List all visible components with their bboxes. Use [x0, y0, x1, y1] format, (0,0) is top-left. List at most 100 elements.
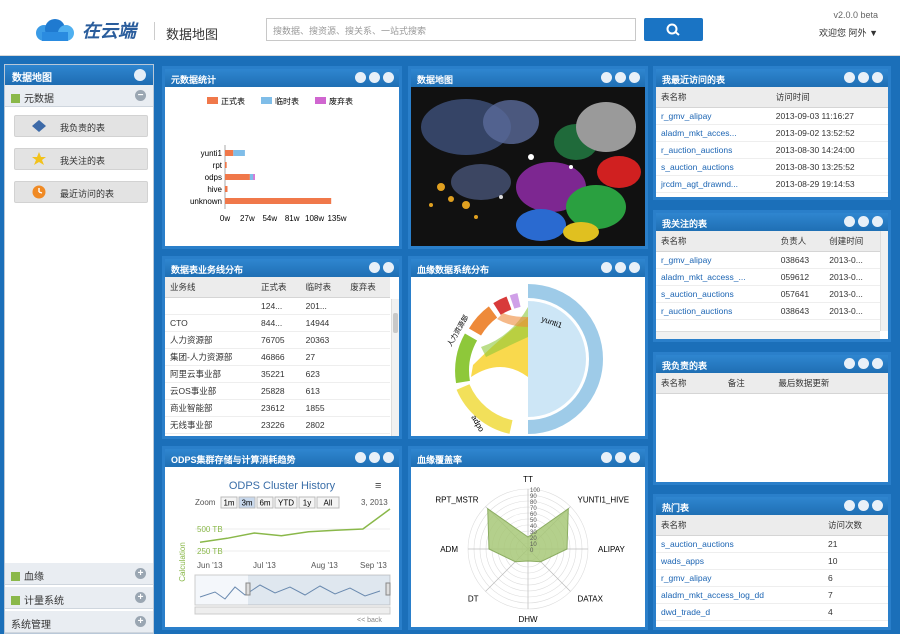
- column-header[interactable]: 废弃表: [345, 277, 390, 298]
- menu-icon[interactable]: ≡: [375, 480, 381, 492]
- minus-icon[interactable]: −: [135, 90, 146, 101]
- collapse-icon[interactable]: [134, 69, 146, 81]
- settings-icon[interactable]: [858, 358, 869, 369]
- collapse-icon[interactable]: [601, 452, 612, 463]
- navigator-area[interactable]: [194, 574, 391, 606]
- table-link[interactable]: r_auction_auctions: [656, 302, 776, 320]
- chord-diagram[interactable]: yunti1 adpo 人力资源部: [411, 277, 645, 436]
- table-row[interactable]: r_gmv_alipay 6: [656, 569, 888, 587]
- horizontal-scrollbar[interactable]: [656, 331, 880, 339]
- table-row[interactable]: dwd_trade_d 4: [656, 603, 888, 621]
- zoom-button[interactable]: [316, 496, 340, 509]
- table-link[interactable]: aladm_mkt_access_...: [656, 268, 776, 286]
- user-menu[interactable]: 欢迎您 阿外 ▼: [790, 26, 878, 39]
- navigator-handle-left[interactable]: [245, 582, 251, 596]
- settings-icon[interactable]: [615, 72, 626, 83]
- bar[interactable]: [225, 162, 227, 168]
- collapse-icon[interactable]: [355, 72, 366, 83]
- navigator-selection[interactable]: [248, 575, 390, 605]
- settings-icon[interactable]: [369, 452, 380, 463]
- table-row[interactable]: s_auction_auctions 21: [656, 535, 888, 553]
- radar-series-area[interactable]: [487, 507, 569, 563]
- sidebar-section-admin[interactable]: 系统管理 +: [5, 611, 153, 633]
- column-header[interactable]: 业务线: [165, 277, 256, 298]
- table-link[interactable]: dwd_trade_d: [656, 603, 823, 621]
- table-row[interactable]: s_auction_auctions 057641 2013-0...: [656, 285, 880, 303]
- table-row[interactable]: aladm_mkt_access_... 059612 2013-0...: [656, 268, 880, 286]
- table-row[interactable]: 商业智能部 23612 1855: [165, 399, 390, 417]
- settings-icon[interactable]: [858, 72, 869, 83]
- table-row[interactable]: wads_apps 10: [656, 552, 888, 570]
- column-header[interactable]: 临时表: [300, 277, 346, 298]
- navigator-handle-right[interactable]: [385, 582, 391, 596]
- column-header[interactable]: 访问时间: [770, 87, 888, 108]
- table-row[interactable]: 无线事业部 23226 2802: [165, 416, 390, 434]
- column-header[interactable]: 创建时间: [824, 231, 880, 252]
- table-link[interactable]: r_gmv_alipay: [656, 569, 823, 587]
- bar[interactable]: [233, 150, 245, 156]
- close-icon[interactable]: [383, 72, 394, 83]
- settings-icon[interactable]: [615, 262, 626, 273]
- column-header[interactable]: 最后数据更新: [773, 373, 888, 394]
- table-row[interactable]: CTO 844... 14944: [165, 314, 390, 332]
- navigator-scrollbar[interactable]: [194, 606, 391, 615]
- logo[interactable]: 在云端: [34, 16, 136, 44]
- refresh-icon[interactable]: [615, 452, 626, 463]
- table-row[interactable]: 集团-人力资源部 46866 27: [165, 348, 390, 366]
- table-row[interactable]: aladm_mkt_access_log_dd 7: [656, 586, 888, 604]
- close-icon[interactable]: [383, 262, 394, 273]
- sidebar-section-metering[interactable]: 计量系统 +: [5, 587, 153, 609]
- table-row[interactable]: 人力资源部 76705 20363: [165, 331, 390, 349]
- table-row[interactable]: r_gmv_alipay 2013-09-03 11:16:27: [656, 107, 888, 125]
- zoom-button[interactable]: [220, 496, 238, 509]
- column-header[interactable]: 正式表: [255, 277, 301, 298]
- search-button[interactable]: [644, 18, 703, 41]
- table-row[interactable]: aladm_mkt_acces... 2013-09-02 13:52:52: [656, 124, 888, 142]
- search-input[interactable]: 搜数据、搜资源、搜关系、一站式搜索: [266, 18, 636, 41]
- plus-icon[interactable]: +: [135, 568, 146, 579]
- vertical-scrollbar[interactable]: [880, 231, 888, 331]
- date-range[interactable]: 3, 2013: [361, 498, 388, 507]
- table-row[interactable]: r_auction_auctions 2013-08-30 14:24:00: [656, 141, 888, 159]
- table-row[interactable]: r_auction_auctions 038643 2013-0...: [656, 302, 880, 320]
- close-icon[interactable]: [872, 358, 883, 369]
- close-icon[interactable]: [872, 72, 883, 83]
- bar[interactable]: [249, 174, 254, 180]
- table-link[interactable]: wads_apps: [656, 552, 823, 570]
- refresh-icon[interactable]: [858, 500, 869, 511]
- table-link[interactable]: r_gmv_alipay: [656, 251, 776, 269]
- close-icon[interactable]: [872, 500, 883, 511]
- close-icon[interactable]: [629, 452, 640, 463]
- column-header[interactable]: 访问次数: [822, 515, 888, 536]
- zoom-button[interactable]: [256, 496, 274, 509]
- column-header[interactable]: 表名称: [656, 231, 776, 252]
- plus-icon[interactable]: +: [135, 592, 146, 603]
- close-icon[interactable]: [629, 72, 640, 83]
- zoom-button[interactable]: [238, 496, 256, 509]
- collapse-icon[interactable]: [355, 452, 366, 463]
- data-map-graph[interactable]: [411, 87, 645, 246]
- settings-icon[interactable]: [858, 216, 869, 227]
- refresh-icon[interactable]: [369, 72, 380, 83]
- zoom-button[interactable]: [274, 496, 298, 509]
- bar[interactable]: [225, 198, 332, 204]
- table-link[interactable]: s_auction_auctions: [656, 285, 776, 303]
- column-header[interactable]: 负责人: [775, 231, 825, 252]
- bar[interactable]: [225, 150, 234, 156]
- sidebar-item-followed[interactable]: 我关注的表: [14, 148, 148, 170]
- calculation-series-line[interactable]: [199, 508, 391, 544]
- table-link[interactable]: r_auction_auctions: [656, 141, 771, 159]
- table-row[interactable]: 阿里云事业部 35221 623: [165, 365, 390, 383]
- scrollbar-thumb[interactable]: [393, 313, 398, 333]
- sidebar-section-metadata[interactable]: 元数据 −: [5, 85, 153, 107]
- collapse-icon[interactable]: [601, 262, 612, 273]
- sidebar-item-responsible[interactable]: 我负责的表: [14, 115, 148, 137]
- close-icon[interactable]: [872, 216, 883, 227]
- table-row[interactable]: 124... 201...: [165, 297, 390, 315]
- collapse-icon[interactable]: [844, 500, 855, 511]
- close-icon[interactable]: [383, 452, 394, 463]
- column-header[interactable]: 表名称: [656, 373, 723, 394]
- sidebar-section-lineage[interactable]: 血缘 +: [5, 563, 153, 585]
- bar[interactable]: [225, 174, 250, 180]
- collapse-icon[interactable]: [844, 216, 855, 227]
